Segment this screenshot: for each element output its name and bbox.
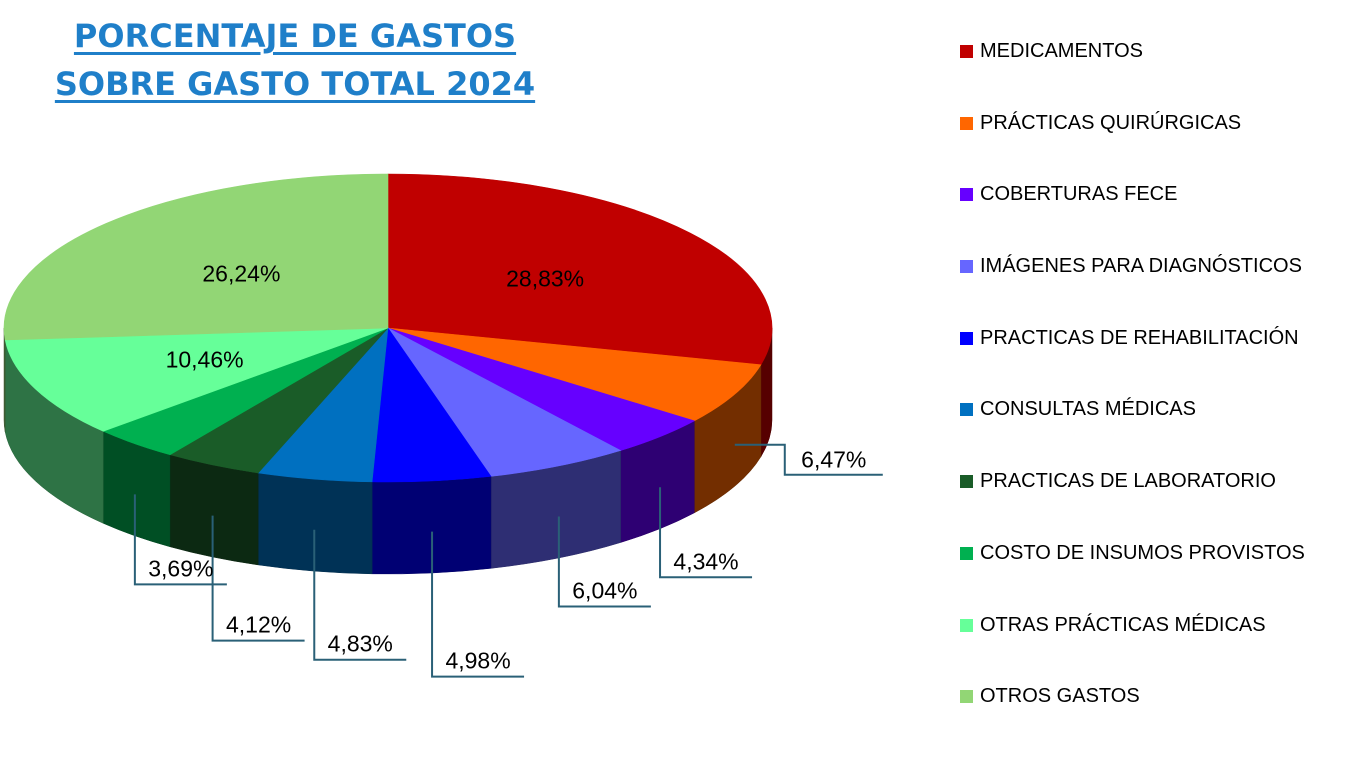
pie-side-10 [3,327,6,433]
pie-slice-1 [387,173,773,366]
legend-label: OTRAS PRÁCTICAS MÉDICAS [980,613,1266,636]
leader-line-6 [313,529,407,661]
legend-item-2: PRÁCTICAS QUIRÚRGICAS [960,108,1340,180]
pie-slice-9 [4,327,389,432]
legend-swatch [960,260,973,274]
pie-side-7 [169,454,259,566]
legend-label: PRACTICAS DE REHABILITACIÓN [980,326,1299,349]
legend-item-3: COBERTURAS FECE [960,179,1340,251]
legend-item-1: MEDICAMENTOS [960,36,1340,108]
data-label-10: 26,24% [202,261,280,287]
legend-label: COBERTURAS FECE [980,183,1178,206]
data-label-1: 28,83% [506,266,584,292]
legend-swatch [960,188,973,202]
leader-line-8 [133,494,227,586]
legend: MEDICAMENTOS PRÁCTICAS QUIRÚRGICAS COBERTU… [960,36,1340,753]
pie-slice-2 [387,327,762,422]
data-label-9: 10,46% [166,347,244,373]
data-label-7: 4,12% [226,612,291,638]
data-label-6: 4,83% [328,631,393,657]
legend-swatch [960,403,973,417]
legend-item-9: OTRAS PRÁCTICAS MÉDICAS [960,610,1340,682]
data-label-2: 6,47% [801,447,866,473]
leader-line-2 [734,443,883,476]
legend-label: PRÁCTICAS QUIRÚRGICAS [980,111,1242,134]
data-label-4: 6,04% [572,578,637,604]
legend-label: COSTO DE INSUMOS PROVISTOS [980,541,1305,564]
legend-item-10: OTROS GASTOS [960,681,1340,753]
legend-label: MEDICAMENTOS [980,40,1143,62]
legend-item-5: PRACTICAS DE REHABILITACIÓN [960,323,1340,395]
pie-slice-10 [3,173,389,341]
pie-side-walls [3,327,773,575]
chart-title-line-1: PORCENTAJE DE GASTOS [73,17,517,55]
legend-label: CONSULTAS MÉDICAS [980,398,1196,421]
legend-swatch [960,475,973,489]
legend-label: OTROS GASTOS [980,685,1140,708]
legend-swatch [960,45,973,58]
data-label-3: 4,34% [673,548,738,574]
legend-swatch [960,690,973,704]
legend-swatch [960,116,973,130]
legend-item-8: COSTO DE INSUMOS PROVISTOS [960,538,1340,610]
leader-line-4 [557,516,651,608]
leader-line-7 [211,515,305,642]
pie-slice-4 [387,327,622,477]
pie-top-faces [3,173,773,483]
legend-swatch [960,618,973,632]
data-label-5: 4,98% [445,648,510,674]
legend-swatch [960,546,973,560]
legend-item-7: PRACTICAS DE LABORATORIO [960,466,1340,538]
data-label-8: 3,69% [148,555,213,581]
leader-line-3 [659,487,753,579]
legend-label: PRACTICAS DE LABORATORIO [980,470,1276,493]
legend-label: IMÁGENES PARA DIAGNÓSTICOS [980,255,1302,278]
leader-line-5 [431,531,525,678]
legend-swatch [960,331,973,345]
legend-item-6: CONSULTAS MÉDICAS [960,394,1340,466]
chart-title: PORCENTAJE DE GASTOS SOBRE GASTO TOTAL 2… [40,12,550,108]
legend-item-4: IMÁGENES PARA DIAGNÓSTICOS [960,251,1340,323]
chart-title-line-2: SOBRE GASTO TOTAL 2024 [54,65,536,103]
pie-data-labels: 28,83% 6,47% 4,34% 6,04% 4,98% 4,83% 4,12% 3,69… [133,261,883,678]
